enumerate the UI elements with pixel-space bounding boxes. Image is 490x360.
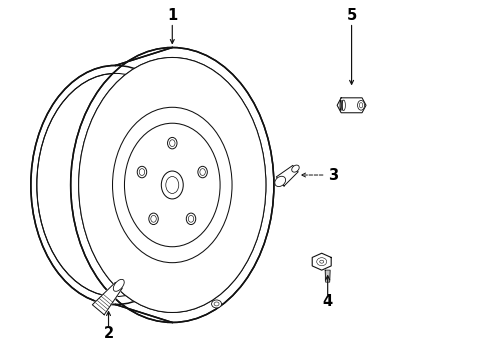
Ellipse shape [275,176,286,186]
Ellipse shape [113,279,124,291]
Ellipse shape [149,213,158,225]
Text: 1: 1 [167,8,177,23]
Ellipse shape [198,166,207,178]
Text: 5: 5 [346,8,357,23]
Ellipse shape [292,165,299,172]
Ellipse shape [186,213,196,225]
Polygon shape [325,270,330,282]
Polygon shape [92,283,122,315]
Ellipse shape [168,138,177,149]
Polygon shape [116,50,172,320]
Polygon shape [312,253,331,270]
Ellipse shape [212,300,221,308]
Ellipse shape [161,171,183,199]
Ellipse shape [137,166,147,178]
Polygon shape [337,98,366,113]
Ellipse shape [358,100,365,110]
Text: 2: 2 [103,327,114,341]
Text: 4: 4 [322,294,333,310]
Polygon shape [276,165,298,186]
Ellipse shape [78,58,266,312]
Text: 3: 3 [328,167,338,183]
